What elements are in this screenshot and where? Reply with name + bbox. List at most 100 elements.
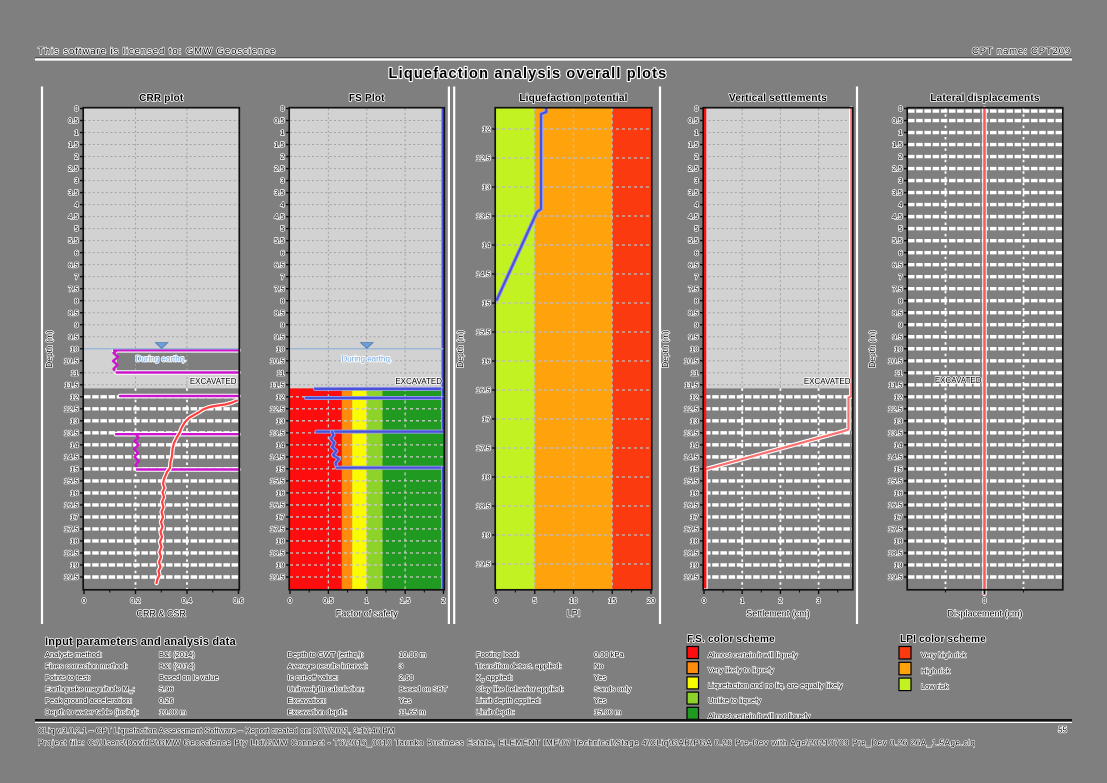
svg-text:9.5: 9.5 <box>892 332 902 341</box>
svg-text:13.5: 13.5 <box>888 428 903 437</box>
svg-text:9: 9 <box>74 320 78 329</box>
svg-text:10: 10 <box>894 344 902 353</box>
svg-text:Lateral displacements: Lateral displacements <box>930 93 1039 104</box>
svg-text:7.5: 7.5 <box>688 284 698 293</box>
svg-text:4.5: 4.5 <box>688 212 698 221</box>
svg-text:13.5: 13.5 <box>64 428 79 437</box>
svg-text:7: 7 <box>898 272 902 281</box>
svg-text:19: 19 <box>482 531 490 540</box>
svg-text:2.60: 2.60 <box>399 673 414 682</box>
svg-text:CLiq v.3.0.2.1 – CPT Liquefact: CLiq v.3.0.2.1 – CPT Liquefaction Assess… <box>38 727 395 736</box>
svg-text:Yes: Yes <box>399 696 411 705</box>
svg-text:0: 0 <box>494 596 498 605</box>
svg-text:Ic cut-off value:: Ic cut-off value: <box>288 673 339 682</box>
svg-text:16.5: 16.5 <box>476 386 491 395</box>
svg-text:19: 19 <box>894 561 902 570</box>
svg-text:3.5: 3.5 <box>68 188 78 197</box>
svg-text:18: 18 <box>70 537 78 546</box>
svg-text:CRR plot: CRR plot <box>139 93 184 104</box>
svg-text:Depth to water table (insitu):: Depth to water table (insitu): <box>45 707 139 716</box>
svg-text:17: 17 <box>894 513 902 522</box>
svg-text:15: 15 <box>482 299 490 308</box>
svg-text:2.5: 2.5 <box>274 164 284 173</box>
svg-text:Depth to GWT (erthq.):: Depth to GWT (erthq.): <box>288 650 364 659</box>
svg-text:6.5: 6.5 <box>274 260 284 269</box>
svg-text:17.5: 17.5 <box>270 525 285 534</box>
svg-text:6.5: 6.5 <box>892 260 902 269</box>
svg-text:16: 16 <box>894 489 902 498</box>
svg-text:Transition detect. applied:: Transition detect. applied: <box>476 661 562 670</box>
svg-text:19.5: 19.5 <box>888 573 903 582</box>
svg-text:18: 18 <box>482 473 490 482</box>
svg-text:0: 0 <box>898 104 902 113</box>
svg-text:12: 12 <box>690 392 698 401</box>
svg-text:1: 1 <box>740 596 744 605</box>
svg-text:15: 15 <box>70 464 78 473</box>
svg-text:4: 4 <box>280 200 284 209</box>
svg-text:14.5: 14.5 <box>888 452 903 461</box>
svg-text:13: 13 <box>70 416 78 425</box>
svg-text:7: 7 <box>694 272 698 281</box>
svg-text:15.5: 15.5 <box>64 476 79 485</box>
svg-text:10.00 m: 10.00 m <box>159 707 186 716</box>
svg-text:18.5: 18.5 <box>64 549 79 558</box>
svg-text:High risk: High risk <box>921 666 950 675</box>
svg-text:19: 19 <box>690 561 698 570</box>
svg-text:B&I (2014): B&I (2014) <box>159 661 195 670</box>
svg-text:Liquefaction analysis overall: Liquefaction analysis overall plots <box>389 66 668 82</box>
svg-text:0.26: 0.26 <box>159 696 174 705</box>
svg-text:Yes: Yes <box>594 673 606 682</box>
svg-text:0.6: 0.6 <box>233 596 243 605</box>
svg-text:Low risk: Low risk <box>921 682 949 691</box>
svg-text:Based on Ic value: Based on Ic value <box>159 673 219 682</box>
svg-text:Very likely to liquefy: Very likely to liquefy <box>708 666 774 675</box>
svg-text:3: 3 <box>694 176 698 185</box>
svg-text:6.5: 6.5 <box>68 260 78 269</box>
svg-text:Liquefaction and no liq. are e: Liquefaction and no liq. are equally lik… <box>708 681 843 690</box>
svg-text:5.5: 5.5 <box>274 236 284 245</box>
svg-text:17.5: 17.5 <box>476 444 491 453</box>
svg-text:13.5: 13.5 <box>684 428 699 437</box>
svg-text:During earthq.: During earthq. <box>341 355 392 364</box>
svg-text:Based on SBT: Based on SBT <box>399 684 448 693</box>
svg-text:17.5: 17.5 <box>64 525 79 534</box>
svg-text:13.5: 13.5 <box>270 428 285 437</box>
svg-text:1: 1 <box>74 128 78 137</box>
svg-text:13.5: 13.5 <box>476 212 491 221</box>
svg-text:15.5: 15.5 <box>476 328 491 337</box>
svg-text:12.5: 12.5 <box>270 404 285 413</box>
svg-text:11.5: 11.5 <box>270 380 284 389</box>
svg-text:1.5: 1.5 <box>688 140 698 149</box>
svg-text:Liquefaction potential: Liquefaction potential <box>519 93 627 104</box>
svg-text:15.00 m: 15.00 m <box>594 707 621 716</box>
svg-text:2: 2 <box>441 596 445 605</box>
svg-text:14: 14 <box>690 440 698 449</box>
svg-text:Unlike to liquefy: Unlike to liquefy <box>708 696 761 705</box>
svg-text:10: 10 <box>569 596 577 605</box>
svg-text:13: 13 <box>690 416 698 425</box>
svg-text:7.5: 7.5 <box>892 284 902 293</box>
svg-text:17: 17 <box>70 513 78 522</box>
svg-text:2: 2 <box>778 596 782 605</box>
svg-text:0: 0 <box>694 104 698 113</box>
svg-text:CPT name: CPT209: CPT name: CPT209 <box>972 46 1071 57</box>
svg-text:3: 3 <box>399 661 403 670</box>
svg-text:7: 7 <box>74 272 78 281</box>
svg-text:Sands only: Sands only <box>594 684 631 693</box>
svg-text:10: 10 <box>70 344 78 353</box>
svg-text:1.5: 1.5 <box>892 140 902 149</box>
svg-text:Points to test:: Points to test: <box>45 673 90 682</box>
svg-text:Peak ground acceleration:: Peak ground acceleration: <box>45 696 132 705</box>
svg-text:F.S. color scheme: F.S. color scheme <box>687 634 775 645</box>
svg-text:18.5: 18.5 <box>888 549 903 558</box>
svg-text:3: 3 <box>280 176 284 185</box>
svg-text:LPI color scheme: LPI color scheme <box>900 634 986 645</box>
svg-text:14: 14 <box>276 440 284 449</box>
svg-text:Excavation depth:: Excavation depth: <box>288 707 348 716</box>
svg-text:1.5: 1.5 <box>274 140 284 149</box>
svg-text:18.5: 18.5 <box>270 549 285 558</box>
svg-text:0.5: 0.5 <box>68 116 78 125</box>
svg-text:2: 2 <box>280 152 284 161</box>
svg-text:6.5: 6.5 <box>688 260 698 269</box>
svg-text:11: 11 <box>691 368 699 377</box>
